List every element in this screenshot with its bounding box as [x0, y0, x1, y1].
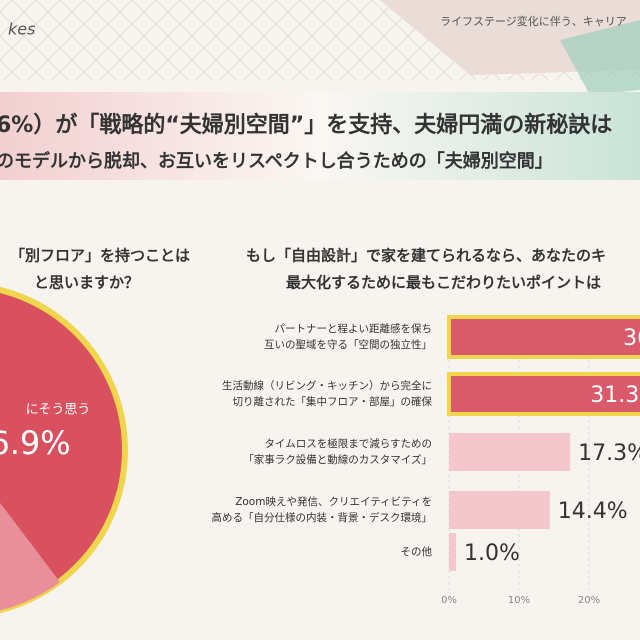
category-label: 高める「自分仕様の内装・背景・デスク環境」 [212, 511, 433, 524]
subheadline: のモデルから脱却、お互いをリスペクトし合うための「夫婦別空間」 [0, 150, 553, 172]
value-label: 1.0% [464, 541, 520, 566]
category-label: パートナーと程よい距離感を保ち [275, 322, 433, 335]
pie-value: 6.9% [0, 424, 71, 462]
logo: kes [8, 20, 35, 39]
bar [449, 533, 456, 571]
bar-question: もし「自由設計」で家を建てられるなら、あなたのキ [246, 247, 606, 265]
header-shape [560, 20, 640, 95]
x-tick-label: 10% [508, 595, 530, 606]
bar [447, 315, 640, 359]
category-label: 切り離された「集中フロア・部屋」の確保 [233, 395, 433, 408]
value-label: 17.3% [578, 441, 640, 466]
bar [449, 433, 571, 471]
pie-question: 「別フロア」を持つことは [10, 247, 190, 265]
value-label: 31.3% [590, 383, 640, 408]
pie-slice [0, 502, 60, 611]
category-label: タイムロスを極限まで減らすための [264, 437, 432, 450]
bar [447, 372, 640, 416]
headline: 6%）が「戦略的“夫婦別空間”」を支持、夫婦円満の新秘訣は [0, 112, 612, 138]
category-label: 互いの聖域を守る「空間の独立性」 [264, 338, 432, 351]
series-title: ライフステージ変化に伴う、キャリア [440, 14, 627, 28]
value-label: 14.4% [558, 499, 628, 524]
pie [0, 286, 128, 614]
pie-question: と思いますか？ [34, 274, 139, 292]
bar [449, 491, 550, 529]
headline-band [0, 92, 640, 180]
category-label: 生活動線（リビング・キッチン）から完全に [222, 379, 432, 392]
category-label: その他 [401, 545, 433, 558]
pie-label: にそう思う [26, 403, 91, 418]
bar-question: 最大化するために最もこだわりたいポイントは [286, 274, 601, 292]
category-label: Zoom映えや発信、クリエイティビティを [235, 495, 432, 508]
category-label: 「家事ラク設備と動線のカスタマイズ」 [243, 453, 432, 466]
x-tick-label: 0% [441, 595, 457, 606]
x-tick-label: 20% [578, 595, 600, 606]
value-label: 36.0% [623, 326, 640, 351]
